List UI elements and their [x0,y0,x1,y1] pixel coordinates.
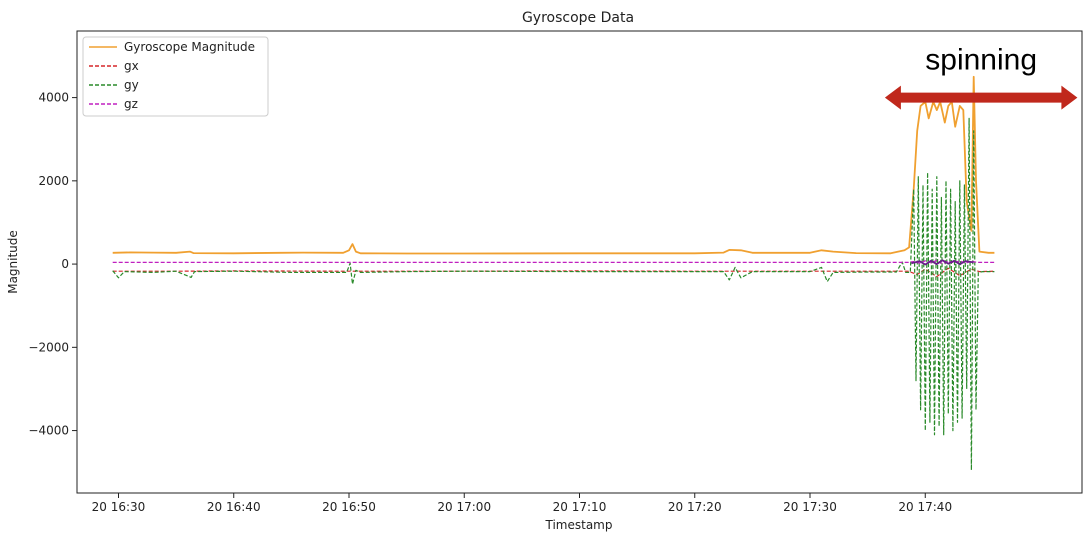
series-line-overlay-4 [911,259,974,266]
y-tick-label: 2000 [38,174,69,188]
x-tick-label: 20 16:50 [322,500,376,514]
annotation-label: spinning [925,44,1037,77]
x-tick-label: 20 17:30 [783,500,837,514]
x-tick-label: 20 16:40 [207,500,261,514]
y-axis-label: Magnitude [6,230,20,294]
x-axis-label: Timestamp [545,518,613,532]
y-tick-label: −2000 [28,340,69,354]
y-tick-label: 4000 [38,91,69,105]
legend-label: gz [124,97,138,111]
spinning-annotation: spinning [884,44,1078,110]
legend-label: Gyroscope Magnitude [124,40,255,54]
legend: Gyroscope Magnitude gx gy gz [82,36,269,117]
x-tick-label: 20 16:30 [92,500,146,514]
double-arrow-icon [884,85,1078,110]
x-tick-label: 20 17:40 [898,500,952,514]
x-tick-label: 20 17:10 [553,500,607,514]
y-axis: −4000 −2000 0 2000 4000 [28,91,77,438]
legend-label: gx [124,59,139,73]
x-tick-label: 20 17:00 [437,500,491,514]
y-tick-label: 0 [61,257,69,271]
series-line-gyroscope-magnitude [112,75,995,255]
y-tick-label: −4000 [28,424,69,438]
legend-label: gy [124,78,139,92]
x-axis: 20 16:30 20 16:40 20 16:50 20 17:00 20 17:10… [92,493,952,514]
plot-lines [112,75,995,471]
legend-box [82,36,269,117]
chart-title: Gyroscope Data [522,10,634,26]
x-tick-label: 20 17:20 [668,500,722,514]
